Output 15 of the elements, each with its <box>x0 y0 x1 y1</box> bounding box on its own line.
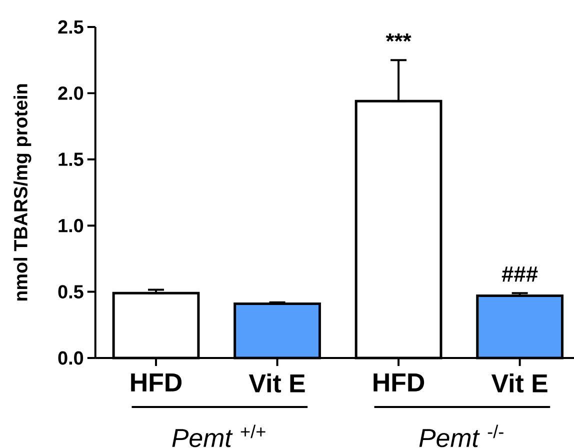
text: Pemt $^{+/+}$ <box>172 424 266 448</box>
y-tick-label: 1.5 <box>58 152 84 166</box>
y-tick-label: 2.0 <box>58 86 84 100</box>
y-tick-label: 0.0 <box>58 351 84 365</box>
x-tick-label: HFD <box>374 374 424 392</box>
annotation: *** <box>386 33 412 42</box>
y-tick-label: 0.5 <box>58 285 84 298</box>
y-tick-label: 1.0 <box>58 218 84 232</box>
annotation: ### <box>502 266 538 282</box>
text: Pemt $^{-/-}$ <box>419 424 504 448</box>
x-tick-label: Vit E <box>491 374 548 393</box>
x-tick-label: HFD <box>131 374 182 392</box>
y-axis-title: nmol TBARS/mg protein <box>14 84 32 301</box>
x-tick-label: Vit E <box>248 374 305 393</box>
y-tick-label: 2.5 <box>58 20 84 34</box>
